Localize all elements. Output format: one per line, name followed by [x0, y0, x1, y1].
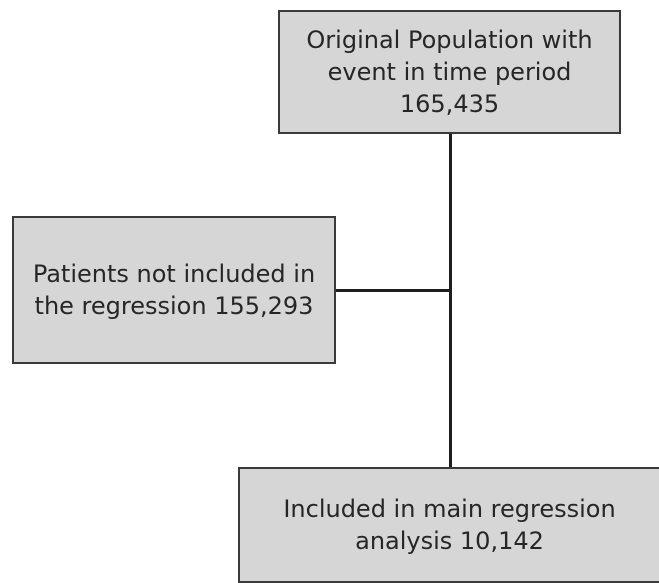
not-included-line2: the regression 155,293 — [34, 292, 314, 320]
included-box: Included in main regression analysis 10,… — [238, 467, 659, 583]
original-population-line1: Original Population with — [306, 26, 593, 54]
main-vertical-connector — [449, 134, 452, 467]
original-population-line2: event in time period — [327, 58, 572, 86]
original-population-text: Original Population with event in time p… — [306, 24, 592, 120]
original-population-count: 165,435 — [399, 90, 500, 118]
not-included-box: Patients not included in the regression … — [12, 216, 336, 364]
included-line2: analysis 10,142 — [355, 527, 544, 555]
exclusion-branch-connector — [336, 289, 451, 292]
included-line1: Included in main regression — [283, 495, 616, 523]
not-included-text: Patients not included in the regression … — [33, 258, 315, 322]
included-text: Included in main regression analysis 10,… — [283, 493, 615, 557]
not-included-line1: Patients not included in — [32, 260, 316, 288]
original-population-box: Original Population with event in time p… — [278, 10, 621, 134]
